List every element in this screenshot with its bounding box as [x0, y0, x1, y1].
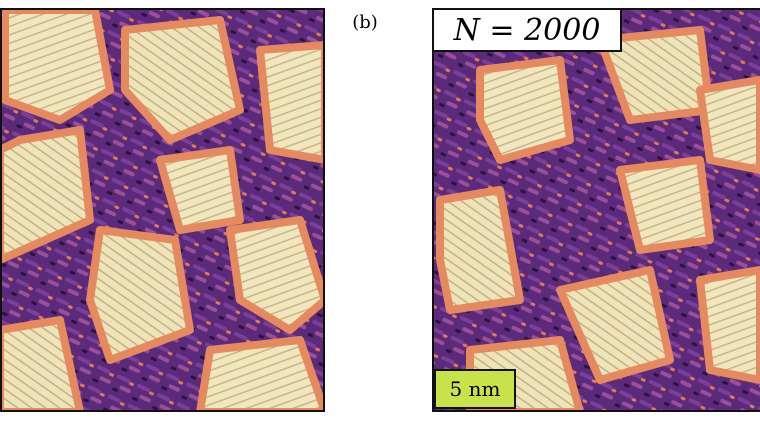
left-panel-image	[0, 8, 325, 412]
label-box	[432, 8, 622, 52]
left-panel-border	[0, 8, 325, 412]
panel-label: (b)	[352, 12, 378, 33]
right-panel-image	[432, 8, 760, 412]
scale-bar-box	[434, 369, 516, 409]
scale-bar-label: 5 nm	[450, 377, 501, 401]
particle-count-label: N = 2000	[453, 13, 601, 48]
